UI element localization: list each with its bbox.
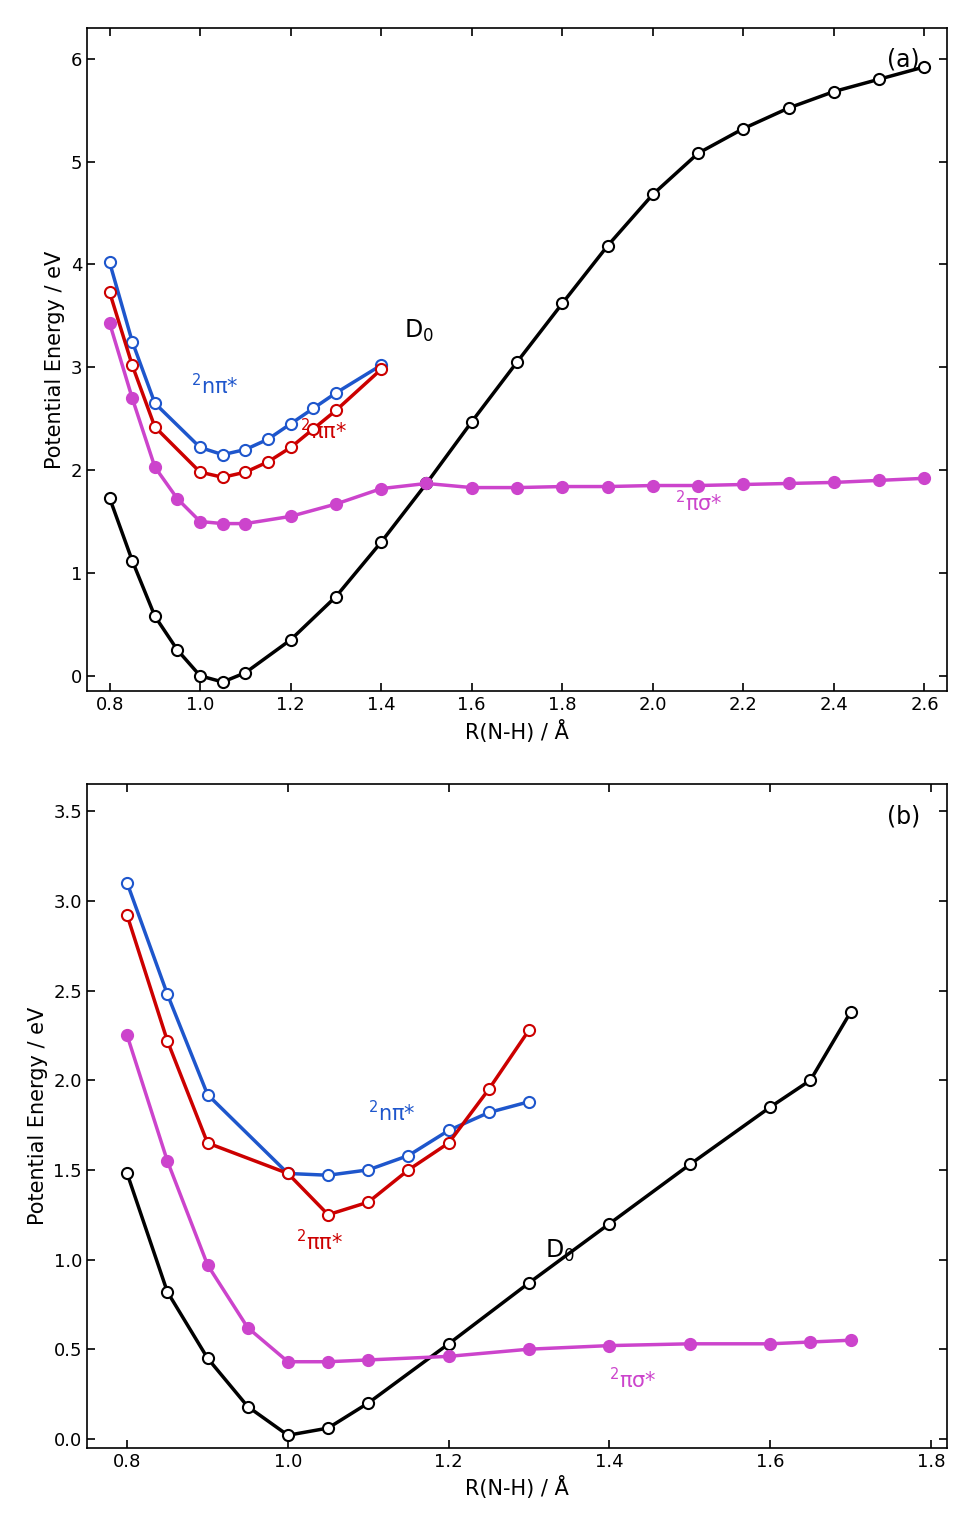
- X-axis label: R(N-H) / Å: R(N-H) / Å: [465, 719, 569, 742]
- Text: D$_0$: D$_0$: [404, 318, 434, 344]
- Text: $^2$ππ*: $^2$ππ*: [299, 418, 347, 444]
- Text: $^2$πσ*: $^2$πσ*: [676, 490, 723, 516]
- Text: (a): (a): [887, 47, 919, 72]
- X-axis label: R(N-H) / Å: R(N-H) / Å: [465, 1477, 569, 1500]
- Y-axis label: Potential Energy / eV: Potential Energy / eV: [45, 250, 65, 469]
- Text: $^2$nπ*: $^2$nπ*: [369, 1099, 416, 1125]
- Text: $^2$πσ*: $^2$πσ*: [609, 1367, 657, 1393]
- Text: $^2$nπ*: $^2$nπ*: [191, 373, 239, 399]
- Text: $^2$ππ*: $^2$ππ*: [296, 1229, 343, 1254]
- Text: D$_0$: D$_0$: [545, 1237, 575, 1264]
- Y-axis label: Potential Energy / eV: Potential Energy / eV: [27, 1006, 48, 1225]
- Text: (b): (b): [887, 805, 920, 828]
